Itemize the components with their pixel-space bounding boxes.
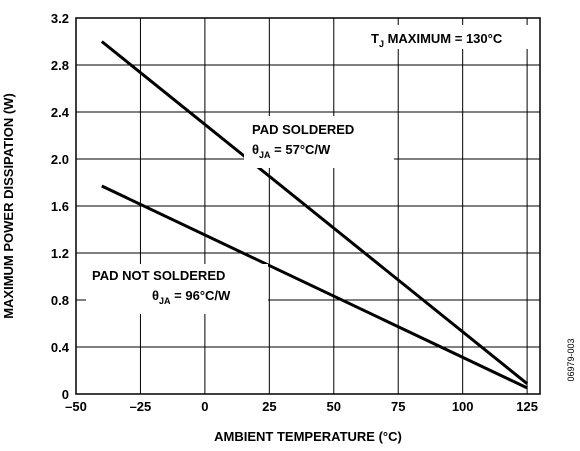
plot-frame <box>75 17 541 395</box>
x-tick-label: 50 <box>327 399 341 414</box>
y-tick-label: 3.2 <box>51 11 69 26</box>
not-soldered-annotation-bg <box>86 264 268 314</box>
y-axis-title: MAXIMUM POWER DISSIPATION (W) <box>1 93 16 319</box>
y-tick-label: 0.4 <box>51 340 70 355</box>
y-tick-label: 0 <box>62 387 69 402</box>
soldered-annotation-theta: θJA = 57°C/W <box>252 142 331 160</box>
y-tick-label: 1.6 <box>51 199 69 214</box>
y-tick-label: 1.2 <box>51 246 69 261</box>
not-soldered-annotation-theta: θJA = 96°C/W <box>152 288 231 306</box>
tj-annotation-bg <box>362 25 532 49</box>
not-soldered-annotation-title: PAD NOT SOLDERED <box>92 268 225 283</box>
soldered-annotation-bg <box>244 116 394 168</box>
x-tick-label: 75 <box>391 399 405 414</box>
series-line-pad-soldered <box>100 40 529 385</box>
x-tick-label: 25 <box>262 399 276 414</box>
y-tick-label: 2.4 <box>51 105 70 120</box>
y-tick-label: 2.8 <box>51 58 69 73</box>
y-tick-label: 0.8 <box>51 293 69 308</box>
x-tick-label: –25 <box>130 399 152 414</box>
x-tick-label: 100 <box>452 399 474 414</box>
tj-annotation: TJ MAXIMUM = 130°C <box>371 31 503 49</box>
y-tick-labels: 0 0.4 0.8 1.2 1.6 2.0 2.4 2.8 3.2 <box>51 11 70 402</box>
series-layer <box>100 40 529 390</box>
x-tick-label: –50 <box>65 399 87 414</box>
x-axis-title: AMBIENT TEMPERATURE (°C) <box>214 429 402 444</box>
figure-code: 06979-003 <box>566 338 576 381</box>
series-line-pad-not-soldered <box>101 184 528 390</box>
x-tick-labels: –50 –25 0 25 50 75 100 125 <box>65 399 538 414</box>
x-tick-label: 125 <box>516 399 538 414</box>
soldered-annotation-title: PAD SOLDERED <box>252 122 354 137</box>
x-tick-label: 0 <box>201 399 208 414</box>
y-tick-label: 2.0 <box>51 152 69 167</box>
